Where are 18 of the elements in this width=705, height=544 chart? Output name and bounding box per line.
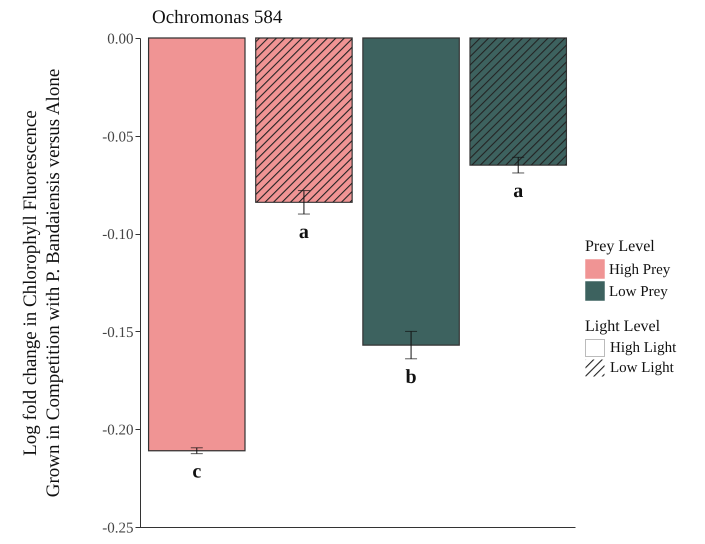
annotation: a [513, 180, 524, 202]
text: Low Light [610, 360, 674, 376]
legend-title: Prey Level [585, 238, 656, 255]
legend-label: Low Prey [609, 284, 668, 300]
legend-label: High Prey [609, 262, 671, 278]
y-tick-label: -0.25 [102, 520, 134, 536]
annotation: a [298, 221, 309, 244]
y-tick-label: 0.00 [107, 32, 134, 48]
y-tick-label: -0.05 [102, 129, 134, 146]
text: High Light [610, 340, 676, 356]
text: Light Level [585, 318, 662, 336]
annotation: c [192, 460, 202, 483]
chart-title: Ochromonas 584 [152, 7, 283, 28]
annotation: b [406, 366, 417, 388]
y-tick-label: -0.10 [102, 227, 134, 244]
y-tick-label: -0.20 [102, 422, 134, 439]
y-axis-title: Log fold change in Chlorophyll Fluorescence Grown in Competition with P. Bandaiensis versus Alone [19, 68, 65, 500]
y-tick-label: -0.15 [102, 324, 134, 341]
